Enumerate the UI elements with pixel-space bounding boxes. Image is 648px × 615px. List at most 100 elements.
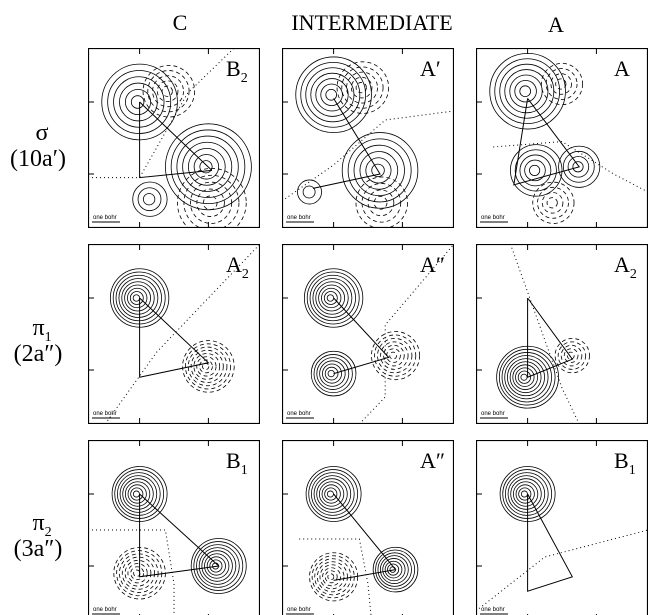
orbital-panel: A′one bohr bbox=[282, 48, 454, 229]
subscript: 1 bbox=[629, 463, 636, 478]
contour bbox=[317, 562, 347, 592]
row-orbital: (3a″) bbox=[14, 536, 63, 562]
scale-label: one bohr bbox=[287, 411, 311, 417]
contour bbox=[542, 192, 563, 213]
contour bbox=[131, 488, 143, 500]
nodal-line bbox=[510, 244, 579, 424]
contour bbox=[327, 491, 333, 497]
contour bbox=[510, 145, 562, 197]
contour bbox=[347, 72, 378, 103]
contour bbox=[515, 80, 537, 102]
contour bbox=[122, 557, 154, 589]
label: B bbox=[226, 448, 241, 473]
orbital-panel: A2 one bohr bbox=[88, 244, 260, 424]
contour bbox=[307, 272, 359, 324]
contour bbox=[184, 175, 239, 230]
contour bbox=[541, 63, 582, 104]
contour bbox=[546, 69, 577, 100]
contour bbox=[311, 73, 354, 116]
contour bbox=[119, 554, 158, 593]
contour bbox=[157, 81, 178, 102]
symmetry-label: B1 bbox=[614, 448, 636, 478]
contour bbox=[310, 553, 358, 601]
contour bbox=[511, 479, 542, 510]
contour bbox=[134, 570, 140, 576]
label: A″ bbox=[420, 252, 445, 277]
contour bbox=[390, 352, 397, 359]
contour bbox=[303, 186, 315, 198]
subscript: 2 bbox=[241, 71, 248, 86]
symmetry-label: A′ bbox=[420, 56, 441, 81]
scale-label: one bohr bbox=[93, 607, 117, 613]
contour bbox=[378, 338, 412, 372]
contour bbox=[371, 332, 419, 380]
contour bbox=[123, 479, 154, 510]
label: B bbox=[226, 56, 241, 81]
subscript: 2 bbox=[242, 267, 249, 282]
orbital-panel: B1 one bohr bbox=[476, 440, 648, 615]
contour bbox=[324, 292, 337, 305]
column-header: INTERMEDIATE bbox=[291, 10, 452, 35]
nuclear-frame bbox=[528, 298, 573, 377]
contour bbox=[551, 74, 572, 95]
contour bbox=[317, 358, 349, 390]
contour bbox=[325, 367, 338, 380]
nuclear-frame bbox=[313, 98, 380, 188]
contour bbox=[321, 84, 343, 106]
label: A bbox=[614, 252, 630, 277]
contour bbox=[342, 67, 383, 108]
row-orbital: (2a″) bbox=[14, 341, 63, 367]
nodal-line bbox=[476, 530, 648, 611]
contour bbox=[130, 292, 143, 305]
subscript: 2 bbox=[630, 267, 637, 282]
contour bbox=[351, 77, 372, 98]
contour bbox=[521, 374, 527, 380]
symmetry-label: A2 bbox=[226, 252, 249, 282]
scale-label: one bohr bbox=[481, 411, 505, 417]
contour bbox=[153, 76, 184, 107]
column-header: A bbox=[548, 12, 564, 37]
contour bbox=[200, 360, 213, 373]
scale-label: one bohr bbox=[481, 607, 505, 613]
contour bbox=[328, 574, 334, 580]
contour bbox=[525, 160, 546, 181]
orbital-panel: A″ one bohr bbox=[282, 244, 454, 424]
contour bbox=[500, 64, 554, 118]
symbol: π bbox=[32, 510, 44, 536]
nuclear-frame bbox=[334, 494, 396, 580]
contour bbox=[133, 491, 139, 497]
contour bbox=[143, 193, 154, 204]
contour bbox=[327, 295, 333, 301]
contour bbox=[337, 62, 389, 114]
figure: C INTERMEDIATE A σ(10a′)π1(2a″)π2(3a″)B2… bbox=[0, 0, 648, 615]
scale-label: one bohr bbox=[481, 215, 505, 221]
contour bbox=[374, 196, 387, 209]
scale-label: one bohr bbox=[93, 215, 117, 221]
contour bbox=[348, 139, 411, 202]
label: A′ bbox=[420, 56, 441, 81]
contour bbox=[519, 488, 531, 500]
contour bbox=[510, 362, 541, 393]
symmetry-label: B2 bbox=[226, 56, 248, 86]
contour bbox=[131, 567, 144, 580]
contour bbox=[125, 560, 151, 586]
scale-label: one bohr bbox=[93, 411, 117, 417]
contour bbox=[122, 282, 154, 314]
row-orbital: (10a′) bbox=[10, 146, 66, 172]
contour bbox=[533, 182, 574, 223]
symbol: σ bbox=[36, 120, 49, 146]
row-symbol: σ bbox=[36, 120, 49, 146]
orbital-panel: A″one bohr bbox=[282, 440, 454, 615]
subscript: 1 bbox=[241, 463, 248, 478]
contour bbox=[133, 295, 139, 301]
orbital-panel: B2 one bohr bbox=[88, 48, 260, 237]
nuclear-frame bbox=[140, 298, 209, 377]
nodal-line bbox=[88, 530, 174, 615]
contour bbox=[138, 188, 161, 211]
contour bbox=[125, 89, 150, 114]
nuclear-frame bbox=[528, 494, 573, 591]
column-header: C bbox=[173, 10, 188, 35]
contour bbox=[515, 150, 556, 191]
symmetry-label: A″ bbox=[420, 252, 445, 277]
